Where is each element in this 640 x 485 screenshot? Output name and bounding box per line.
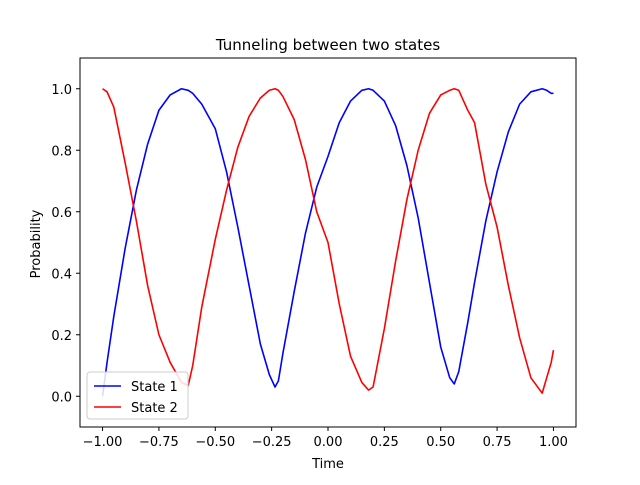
y-tick-label: 0.6 bbox=[51, 206, 72, 221]
legend-label-1: State 1 bbox=[131, 380, 178, 395]
x-tick-label: 1.00 bbox=[539, 435, 568, 450]
series-line-1 bbox=[101, 87, 554, 397]
y-tick-label: 1.0 bbox=[51, 83, 72, 98]
x-tick-label: −0.50 bbox=[195, 435, 235, 450]
legend-label-2: State 2 bbox=[131, 401, 178, 416]
x-tick-label: 0.25 bbox=[370, 435, 399, 450]
tick-layer: −1.00 −0.75 −0.50 −0.25 0.00 0.25 0.50 0.75 1.00… bbox=[51, 83, 568, 450]
x-tick-label: −1.00 bbox=[83, 435, 123, 450]
y-tick-label: 0.8 bbox=[51, 144, 72, 159]
chart-title: Tunneling between two states bbox=[215, 36, 440, 54]
x-tick-label: 0.50 bbox=[426, 435, 455, 450]
x-tick-label: −0.25 bbox=[252, 435, 292, 450]
legend: State 1 State 2 bbox=[86, 371, 189, 420]
x-tick-label: 0.75 bbox=[483, 435, 512, 450]
x-axis-label: Time bbox=[311, 457, 344, 472]
y-tick-label: 0.2 bbox=[51, 329, 72, 344]
y-axis-label: Probability bbox=[29, 209, 44, 278]
y-tick-label: 0.0 bbox=[51, 390, 72, 405]
x-tick-label: 0.00 bbox=[314, 435, 343, 450]
y-tick-label: 0.4 bbox=[51, 267, 72, 282]
x-tick-label: −0.75 bbox=[139, 435, 179, 450]
